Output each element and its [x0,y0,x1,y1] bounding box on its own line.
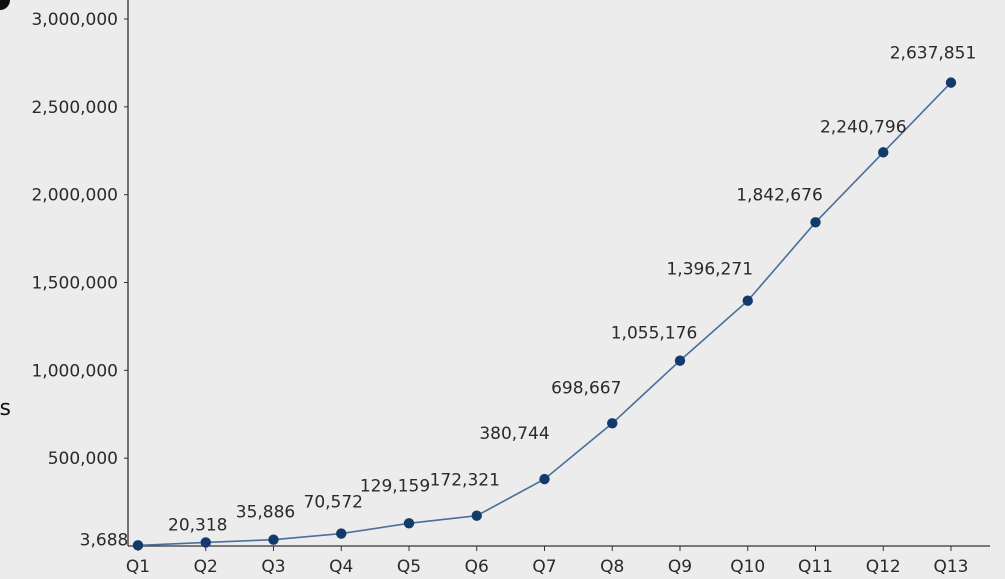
data-label: 20,318 [168,515,227,535]
series [132,77,957,551]
data-label: 698,667 [551,378,621,398]
y-tick-label: 1,000,000 [31,361,118,381]
x-tick-label: Q4 [329,557,353,577]
y-tick-label: 3,000,000 [31,10,118,30]
data-label: 2,240,796 [820,117,907,137]
data-label: 1,396,271 [666,260,753,280]
x-tick-label: Q12 [866,557,901,577]
data-label: 1,055,176 [611,324,698,344]
x-tick-label: Q11 [798,557,833,577]
x-tick-label: Q3 [261,557,285,577]
data-point [878,147,889,158]
x-tick-label: Q10 [730,557,765,577]
data-point [607,418,618,429]
y-axis-label: es [0,396,11,421]
corner-fragment [0,0,10,10]
data-point [742,295,753,306]
data-label: 172,321 [430,471,500,491]
data-point [268,534,279,545]
data-label: 380,744 [479,424,549,444]
y-tick-label: 500,000 [48,449,118,469]
x-tick-label: Q7 [532,557,556,577]
x-tick-label: Q13 [933,557,968,577]
data-point [336,528,347,539]
x-tick-label: Q9 [668,557,692,577]
data-point [403,518,415,529]
data-label: 1,842,676 [736,185,823,205]
x-tick-label: Q1 [126,557,150,577]
data-point [674,355,686,366]
y-tick-label: 2,500,000 [31,98,118,118]
data-point [945,77,957,88]
y-tick-label: 2,000,000 [31,186,118,206]
data-label: 3,688 [80,530,129,550]
y-tick-labels: 500,000 1,000,000 1,500,000 2,000,000 2,500,… [31,10,128,469]
x-tick-label: Q2 [194,557,218,577]
data-point [200,537,211,548]
data-point [471,510,482,521]
data-label: 70,572 [304,493,363,513]
data-point [539,473,550,485]
data-label: 129,159 [360,476,430,496]
data-label: 2,637,851 [890,44,977,64]
data-point [132,540,144,551]
axes [127,0,990,547]
x-tick-label: Q8 [600,557,624,577]
x-tick-label: Q5 [397,557,421,577]
x-tick-label: Q6 [465,557,489,577]
y-tick-label: 1,500,000 [31,274,118,294]
data-point [810,217,821,228]
data-label: 35,886 [236,503,295,523]
x-tick-labels: Q1 Q2 Q3 Q4 Q5 Q6 Q7 Q8 Q9 Q10 Q11 Q12 Q13 [126,546,969,577]
